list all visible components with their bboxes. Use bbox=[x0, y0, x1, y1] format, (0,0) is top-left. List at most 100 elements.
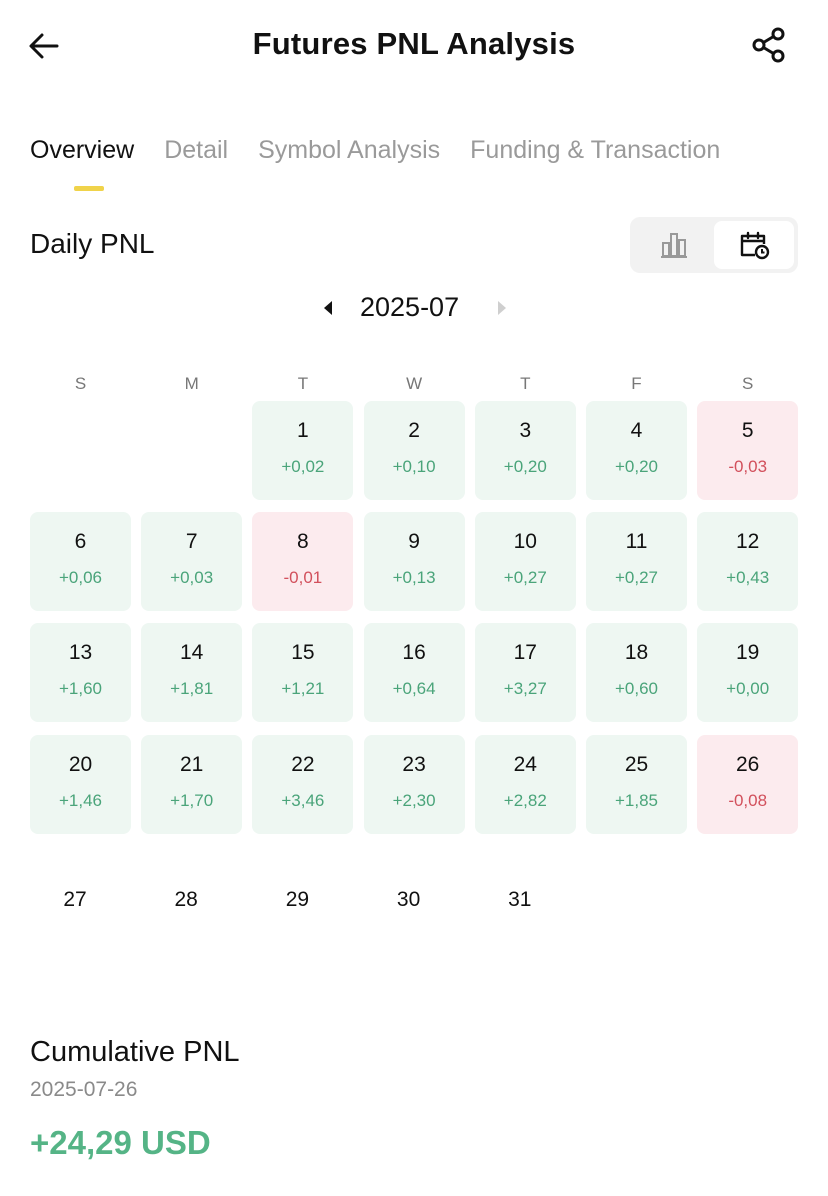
day-number: 1 bbox=[297, 419, 309, 442]
tab-detail[interactable]: Detail bbox=[164, 136, 229, 164]
calendar-day-cell[interactable]: 16 +0,64 bbox=[363, 623, 465, 723]
daily-pnl-title: Daily PNL bbox=[30, 228, 155, 259]
bar-view-button[interactable] bbox=[634, 221, 714, 269]
day-number: 21 bbox=[180, 752, 204, 776]
day-pnl-value: +1,21 bbox=[281, 679, 325, 699]
calendar-day-cell[interactable]: 28 bbox=[141, 880, 231, 920]
cumulative-pnl-date: 2025-07-26 bbox=[30, 1078, 138, 1101]
tab-symbol-analysis[interactable]: Symbol Analysis bbox=[258, 136, 441, 164]
day-pnl-value: +0,27 bbox=[614, 568, 658, 588]
day-number: 22 bbox=[291, 752, 315, 776]
page-title: Futures PNL Analysis bbox=[252, 26, 576, 61]
day-number: 11 bbox=[625, 530, 648, 554]
day-number: 17 bbox=[513, 641, 537, 665]
calendar-day-cell[interactable]: 13 +1,60 bbox=[30, 623, 131, 723]
calendar-day-cell[interactable]: 10 +0,27 bbox=[474, 512, 576, 612]
day-number: 16 bbox=[402, 641, 426, 665]
day-pnl-value: +0,43 bbox=[726, 568, 770, 588]
calendar-day-cell[interactable]: 29 bbox=[252, 880, 342, 920]
share-button[interactable] bbox=[750, 26, 788, 64]
month-label: 2025-07 bbox=[360, 292, 460, 322]
day-pnl-value: +3,46 bbox=[281, 790, 325, 810]
day-number: 19 bbox=[736, 641, 760, 665]
calendar-day-cell[interactable]: 27 bbox=[30, 880, 120, 920]
day-pnl-value: +0,13 bbox=[392, 568, 436, 588]
calendar-day-cell[interactable]: 18 +0,60 bbox=[586, 623, 687, 723]
calendar-day-cell[interactable]: 19 +0,00 bbox=[697, 623, 799, 723]
day-number: 8 bbox=[297, 530, 309, 554]
calendar-day-cell[interactable]: 21 +1,70 bbox=[141, 734, 243, 834]
weekday-label: S bbox=[742, 374, 754, 393]
calendar-day-cell[interactable]: 30 bbox=[364, 880, 454, 920]
day-pnl-value: -0,08 bbox=[728, 790, 768, 810]
calendar-day-cell[interactable]: 22 +3,46 bbox=[252, 734, 354, 834]
day-pnl-value: +1,60 bbox=[58, 679, 102, 699]
day-pnl-value: +2,82 bbox=[503, 790, 547, 810]
day-number: 15 bbox=[291, 641, 315, 665]
calendar-day-cell[interactable]: 15 +1,21 bbox=[252, 623, 354, 723]
day-pnl-value: +0,03 bbox=[170, 568, 214, 588]
calendar-day-cell[interactable]: 11 +0,27 bbox=[586, 512, 687, 612]
day-number: 7 bbox=[185, 530, 198, 554]
weekday-label: W bbox=[406, 374, 423, 393]
day-number: 6 bbox=[74, 530, 87, 554]
tab-funding-transaction[interactable]: Funding & Transaction bbox=[470, 136, 721, 164]
calendar-view-button[interactable] bbox=[714, 221, 794, 269]
calendar-day-cell[interactable]: 20 +1,46 bbox=[30, 734, 131, 834]
calendar-day-cell[interactable]: 26 -0,08 bbox=[697, 734, 799, 834]
calendar-day-cell[interactable]: 4 +0,20 bbox=[586, 401, 687, 500]
calendar-day-cell[interactable]: 31 bbox=[475, 880, 565, 920]
active-tab-indicator bbox=[74, 186, 104, 191]
cumulative-pnl-value: +24,29 USD bbox=[30, 1124, 211, 1161]
day-number: 12 bbox=[736, 530, 760, 554]
day-number: 4 bbox=[630, 419, 643, 442]
day-pnl-value: +0,64 bbox=[392, 679, 436, 699]
calendar-day-cell[interactable]: 9 +0,13 bbox=[363, 512, 465, 612]
day-number: 10 bbox=[513, 530, 537, 554]
calendar-day-cell[interactable]: 1 +0,02 bbox=[252, 401, 354, 500]
day-pnl-value: +1,81 bbox=[170, 679, 214, 699]
day-pnl-value: +0,20 bbox=[614, 457, 658, 476]
calendar-day-cell[interactable]: 8 -0,01 bbox=[252, 512, 354, 612]
caret-left-icon bbox=[324, 301, 332, 315]
day-number: 3 bbox=[519, 419, 532, 442]
calendar-day-cell[interactable]: 24 +2,82 bbox=[474, 734, 576, 834]
day-number: 29 bbox=[285, 888, 310, 911]
calendar-day-cell[interactable]: 3 +0,20 bbox=[474, 401, 576, 500]
day-number: 9 bbox=[408, 530, 420, 554]
weekday-label: T bbox=[297, 374, 309, 393]
view-toggle bbox=[630, 217, 798, 273]
day-pnl-value: +3,27 bbox=[503, 679, 547, 699]
calendar-day-cell[interactable]: 14 +1,81 bbox=[141, 623, 243, 723]
calendar-day-cell[interactable]: 23 +2,30 bbox=[363, 734, 465, 834]
day-pnl-value: -0,01 bbox=[283, 568, 323, 588]
day-pnl-value: -0,03 bbox=[728, 457, 768, 476]
day-number: 27 bbox=[63, 888, 87, 911]
share-icon bbox=[752, 27, 785, 63]
previous-month-button[interactable] bbox=[318, 296, 338, 320]
day-number: 30 bbox=[396, 888, 421, 911]
calendar-day-cell[interactable]: 17 +3,27 bbox=[474, 623, 576, 723]
next-month-button[interactable] bbox=[492, 296, 512, 320]
weekday-label: T bbox=[520, 374, 531, 393]
top-bar: Futures PNL Analysis bbox=[0, 0, 828, 90]
day-number: 2 bbox=[408, 419, 420, 442]
weekday-label: S bbox=[74, 374, 87, 393]
bar-chart-icon bbox=[661, 233, 687, 258]
day-number: 28 bbox=[174, 888, 198, 911]
day-pnl-value: +0,00 bbox=[726, 679, 770, 699]
weekday-label: F bbox=[631, 374, 642, 393]
day-number: 20 bbox=[68, 752, 93, 776]
day-number: 25 bbox=[624, 752, 649, 776]
day-pnl-value: +0,06 bbox=[58, 568, 102, 588]
tab-overview[interactable]: Overview bbox=[30, 136, 135, 164]
calendar-day-cell[interactable]: 5 -0,03 bbox=[697, 401, 799, 500]
calendar-day-cell[interactable]: 12 +0,43 bbox=[697, 512, 799, 612]
calendar-day-cell[interactable]: 7 +0,03 bbox=[141, 512, 243, 612]
calendar-day-cell[interactable]: 2 +0,10 bbox=[363, 401, 465, 500]
back-button[interactable] bbox=[26, 28, 62, 64]
tab-bar: Overview Detail Symbol Analysis Funding & T… bbox=[30, 136, 828, 196]
caret-right-icon bbox=[498, 301, 506, 315]
calendar-day-cell[interactable]: 25 +1,85 bbox=[586, 734, 687, 834]
calendar-day-cell[interactable]: 6 +0,06 bbox=[30, 512, 131, 612]
